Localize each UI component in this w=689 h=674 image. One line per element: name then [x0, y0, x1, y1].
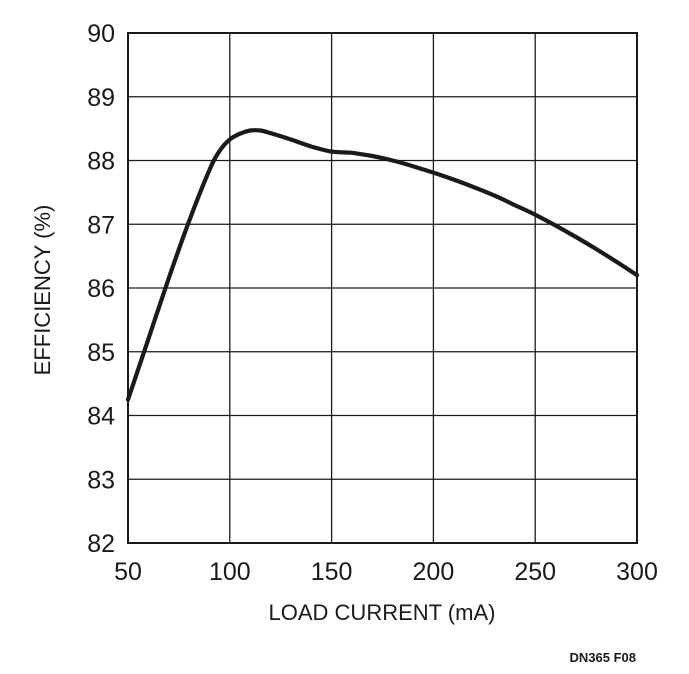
- y-tick-label: 84: [87, 403, 115, 431]
- x-axis-label: LOAD CURRENT (mA): [269, 600, 496, 625]
- figure-id: DN365 F08: [570, 650, 636, 665]
- grid-lines: [128, 33, 637, 543]
- y-tick-labels: 82 83 84 85 86 87 88 89 90: [87, 20, 115, 558]
- x-tick-label: 150: [311, 558, 353, 586]
- y-tick-label: 83: [87, 466, 115, 494]
- y-tick-label: 87: [87, 211, 115, 239]
- y-tick-label: 85: [87, 339, 115, 367]
- plot-frame: [127, 32, 638, 544]
- x-tick-label: 300: [616, 558, 658, 586]
- y-tick-label: 90: [87, 20, 115, 48]
- x-tick-label: 250: [514, 558, 556, 586]
- y-tick-label: 86: [87, 275, 115, 303]
- efficiency-curve: [125, 128, 640, 402]
- y-tick-label: 89: [87, 84, 115, 112]
- y-axis-label: EFFICIENCY (%): [30, 205, 55, 376]
- x-tick-label: 100: [209, 558, 251, 586]
- x-tick-labels: 50 100 150 200 250 300: [114, 558, 658, 586]
- y-tick-label: 88: [87, 148, 115, 176]
- x-tick-label: 50: [114, 558, 142, 586]
- x-tick-label: 200: [413, 558, 455, 586]
- y-tick-label: 82: [87, 530, 115, 558]
